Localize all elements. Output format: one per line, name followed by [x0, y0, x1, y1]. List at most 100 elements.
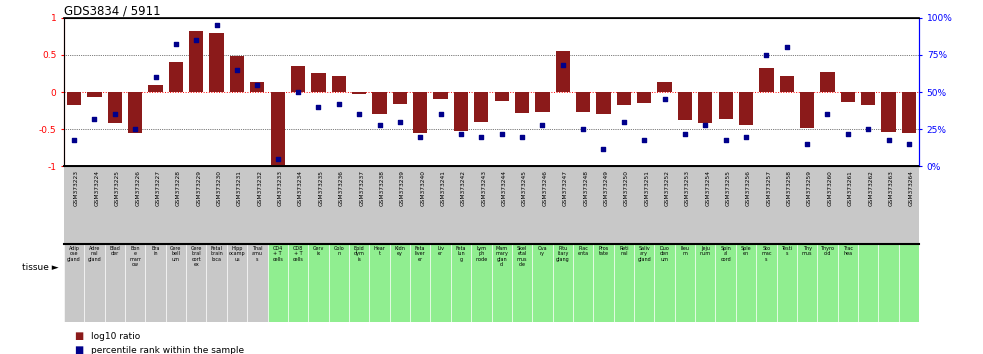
Text: GSM373239: GSM373239: [400, 170, 405, 206]
Bar: [209, 33, 224, 92]
Text: Hear
t: Hear t: [374, 246, 385, 256]
Point: [657, 97, 672, 102]
Text: GSM373252: GSM373252: [665, 170, 669, 206]
Text: Trac
hea: Trac hea: [842, 246, 853, 256]
Bar: [288, 244, 309, 322]
Text: Adip
ose
gland: Adip ose gland: [67, 246, 81, 262]
Text: Saliv
ary
gland: Saliv ary gland: [637, 246, 651, 262]
Bar: [597, 92, 610, 114]
Bar: [515, 92, 529, 113]
Text: Duo
den
um: Duo den um: [660, 246, 669, 262]
Text: GSM373263: GSM373263: [889, 170, 894, 206]
Text: GSM373237: GSM373237: [359, 170, 364, 206]
Text: log10 ratio: log10 ratio: [91, 332, 141, 341]
Bar: [251, 82, 264, 92]
Text: GSM373227: GSM373227: [155, 170, 160, 206]
Bar: [594, 244, 613, 322]
Text: Pros
tate: Pros tate: [599, 246, 608, 256]
Bar: [800, 92, 814, 128]
Text: Ileu
m: Ileu m: [680, 246, 689, 256]
Text: GSM373254: GSM373254: [706, 170, 711, 206]
Point: [698, 122, 714, 127]
Bar: [616, 92, 631, 105]
Text: GSM373228: GSM373228: [176, 170, 181, 206]
Text: GSM373251: GSM373251: [644, 170, 649, 206]
Bar: [148, 85, 162, 92]
Bar: [370, 244, 389, 322]
Bar: [413, 92, 428, 133]
Text: Thyro
oid: Thyro oid: [821, 246, 835, 256]
Text: GSM373244: GSM373244: [501, 170, 506, 206]
Point: [535, 122, 550, 127]
Text: GSM373255: GSM373255: [725, 170, 730, 206]
Bar: [780, 76, 794, 92]
Text: ■: ■: [74, 346, 83, 354]
Bar: [879, 244, 898, 322]
Point: [493, 131, 509, 137]
Text: Fetal
brain
loca: Fetal brain loca: [210, 246, 223, 262]
Text: CD4
+ T
cells: CD4 + T cells: [272, 246, 283, 262]
Bar: [104, 244, 125, 322]
Text: GSM373232: GSM373232: [258, 170, 262, 206]
Text: Ova
ry: Ova ry: [538, 246, 548, 256]
Text: GSM373235: GSM373235: [318, 170, 323, 206]
Text: GSM373260: GSM373260: [828, 170, 833, 206]
Point: [311, 104, 326, 110]
Bar: [270, 92, 285, 165]
Bar: [840, 92, 855, 102]
Text: Kidn
ey: Kidn ey: [394, 246, 405, 256]
Bar: [454, 92, 468, 131]
Point: [269, 156, 285, 162]
Bar: [87, 92, 101, 97]
Point: [250, 82, 265, 87]
Point: [433, 112, 448, 117]
Text: GSM373264: GSM373264: [909, 170, 914, 206]
Bar: [695, 244, 716, 322]
Text: Feta
lun
g: Feta lun g: [456, 246, 466, 262]
Point: [554, 62, 570, 68]
Text: GSM373245: GSM373245: [522, 170, 527, 206]
Text: GSM373234: GSM373234: [298, 170, 303, 206]
Bar: [373, 92, 386, 114]
Bar: [777, 244, 797, 322]
Point: [208, 22, 224, 28]
Text: GSM373223: GSM373223: [74, 170, 79, 206]
Bar: [512, 244, 532, 322]
Point: [107, 112, 123, 117]
Point: [229, 67, 245, 73]
Point: [87, 116, 102, 122]
Bar: [186, 244, 206, 322]
Point: [779, 45, 794, 50]
Point: [127, 126, 144, 132]
Bar: [312, 73, 325, 92]
Bar: [698, 92, 713, 123]
Text: Thy
mus: Thy mus: [802, 246, 812, 256]
Bar: [634, 244, 655, 322]
Text: GSM373225: GSM373225: [115, 170, 120, 206]
Bar: [434, 92, 447, 99]
Point: [66, 137, 82, 142]
Text: percentile rank within the sample: percentile rank within the sample: [91, 346, 245, 354]
Text: Sple
en: Sple en: [741, 246, 751, 256]
Bar: [474, 92, 489, 122]
Text: CD8
+ T
cells: CD8 + T cells: [293, 246, 304, 262]
Point: [616, 119, 632, 125]
Point: [189, 37, 204, 43]
Bar: [637, 92, 652, 103]
Text: GSM373231: GSM373231: [237, 170, 242, 206]
Bar: [492, 244, 512, 322]
Text: GSM373246: GSM373246: [543, 170, 548, 206]
Text: GDS3834 / 5911: GDS3834 / 5911: [64, 5, 160, 18]
Text: GSM373230: GSM373230: [216, 170, 221, 206]
Text: Cerv
ix: Cerv ix: [313, 246, 324, 256]
Text: GSM373256: GSM373256: [746, 170, 751, 206]
Point: [474, 134, 490, 139]
Bar: [451, 244, 471, 322]
Bar: [230, 56, 244, 92]
Point: [901, 141, 917, 147]
Bar: [494, 92, 509, 101]
Bar: [736, 244, 756, 322]
Text: tissue ►: tissue ►: [23, 263, 59, 272]
Bar: [797, 244, 817, 322]
Bar: [206, 244, 227, 322]
